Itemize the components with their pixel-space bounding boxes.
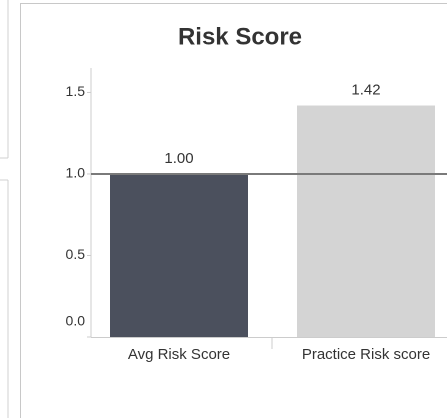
y-tick-label: 1.5 — [66, 83, 86, 99]
x-tick-label: Practice Risk score — [301, 346, 431, 363]
y-tick-label: 1.0 — [66, 165, 86, 181]
value-label: 1.42 — [351, 81, 380, 98]
y-tick-label: 0.0 — [66, 313, 86, 329]
chart-title: Risk Score — [178, 23, 302, 50]
y-tick-label: 0.5 — [66, 246, 86, 262]
bar — [110, 173, 248, 337]
bar — [297, 105, 435, 337]
x-tick-label: Avg Risk Score — [127, 346, 231, 363]
value-label: 1.00 — [164, 150, 193, 167]
